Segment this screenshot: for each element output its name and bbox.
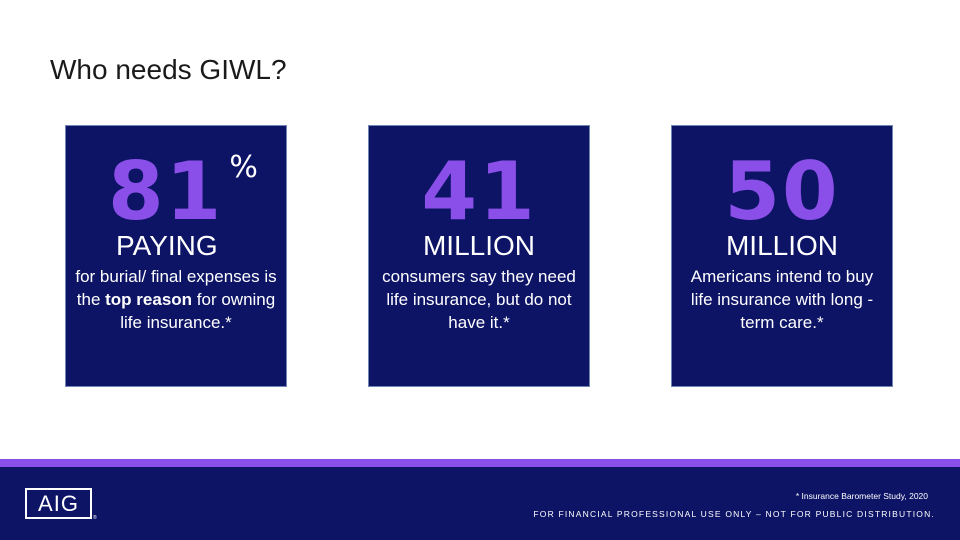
slide-title: Who needs GIWL? [50, 54, 287, 85]
stat-description: for burial/ final expenses is the top re… [74, 265, 278, 334]
stat-description-emphasis: top reason [105, 290, 193, 309]
stat-number-value: 81 [108, 145, 224, 238]
stat-card-americans: 50 MILLION Americans intend to buy life … [671, 125, 893, 387]
stat-number: 50 [724, 145, 840, 238]
stat-card-paying: 81% PAYING for burial/ final expenses is… [65, 125, 287, 387]
footer-bar [0, 467, 960, 540]
stat-headline: PAYING [116, 230, 218, 261]
aig-logo: AIG [25, 488, 92, 519]
stat-description-text: for burial/ final expenses is the [75, 267, 277, 309]
registered-mark: ® [93, 515, 97, 521]
footer-accent-stripe [0, 459, 960, 467]
stat-description-text: for owning life insurance.* [120, 290, 276, 332]
disclaimer: FOR FINANCIAL PROFESSIONAL USE ONLY – NO… [533, 509, 935, 519]
stat-card-consumers: 41 MILLION consumers say they need life … [368, 125, 590, 387]
stat-number: 41 [421, 145, 537, 238]
stat-description: consumers say they need life insurance, … [382, 267, 576, 332]
stat-number: 81% [66, 150, 286, 250]
percent-sign: % [229, 150, 260, 185]
footnote: * Insurance Barometer Study, 2020 [795, 491, 928, 501]
stat-description: Americans intend to buy life insurance w… [690, 267, 874, 332]
stat-headline: MILLION [725, 230, 839, 261]
stat-headline: MILLION [422, 230, 536, 261]
